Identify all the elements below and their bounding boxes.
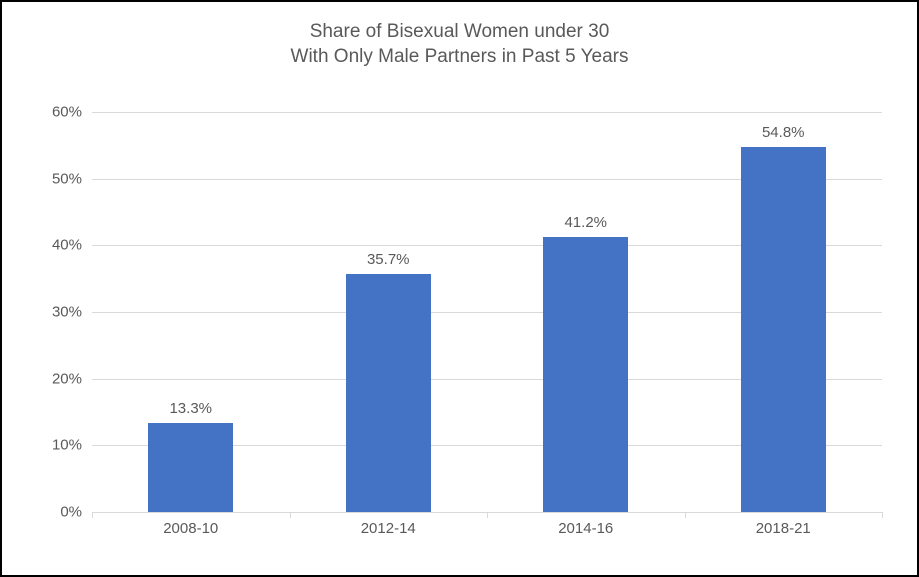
bar-value-label: 35.7% <box>367 251 410 268</box>
x-tick <box>92 512 93 518</box>
x-axis-label: 2008-10 <box>163 520 218 537</box>
x-axis-label: 2018-21 <box>756 520 811 537</box>
y-axis-label: 10% <box>52 437 82 454</box>
y-axis-label: 60% <box>52 104 82 121</box>
bar-value-label: 54.8% <box>762 124 805 141</box>
chart-title-line1: Share of Bisexual Women under 30 <box>2 20 917 45</box>
grid-line <box>92 112 882 113</box>
bar-value-label: 13.3% <box>169 400 212 417</box>
bar: 13.3% <box>148 423 233 512</box>
y-axis-label: 50% <box>52 170 82 187</box>
chart-title: Share of Bisexual Women under 30 With On… <box>2 2 917 69</box>
x-axis-label: 2014-16 <box>558 520 613 537</box>
bar: 54.8% <box>741 147 826 512</box>
bar: 35.7% <box>346 274 431 512</box>
x-tick <box>882 512 883 518</box>
y-axis-label: 0% <box>60 504 82 521</box>
x-tick <box>487 512 488 518</box>
y-axis-label: 40% <box>52 237 82 254</box>
x-tick <box>290 512 291 518</box>
chart-container: Share of Bisexual Women under 30 With On… <box>0 0 919 577</box>
y-axis-label: 30% <box>52 304 82 321</box>
bar-value-label: 41.2% <box>564 214 607 231</box>
plot-area: 0%10%20%30%40%50%60%13.3%2008-1035.7%201… <box>92 112 882 512</box>
x-tick <box>685 512 686 518</box>
chart-title-line2: With Only Male Partners in Past 5 Years <box>2 45 917 70</box>
bar: 41.2% <box>543 237 628 512</box>
y-axis-label: 20% <box>52 370 82 387</box>
x-axis-label: 2012-14 <box>361 520 416 537</box>
